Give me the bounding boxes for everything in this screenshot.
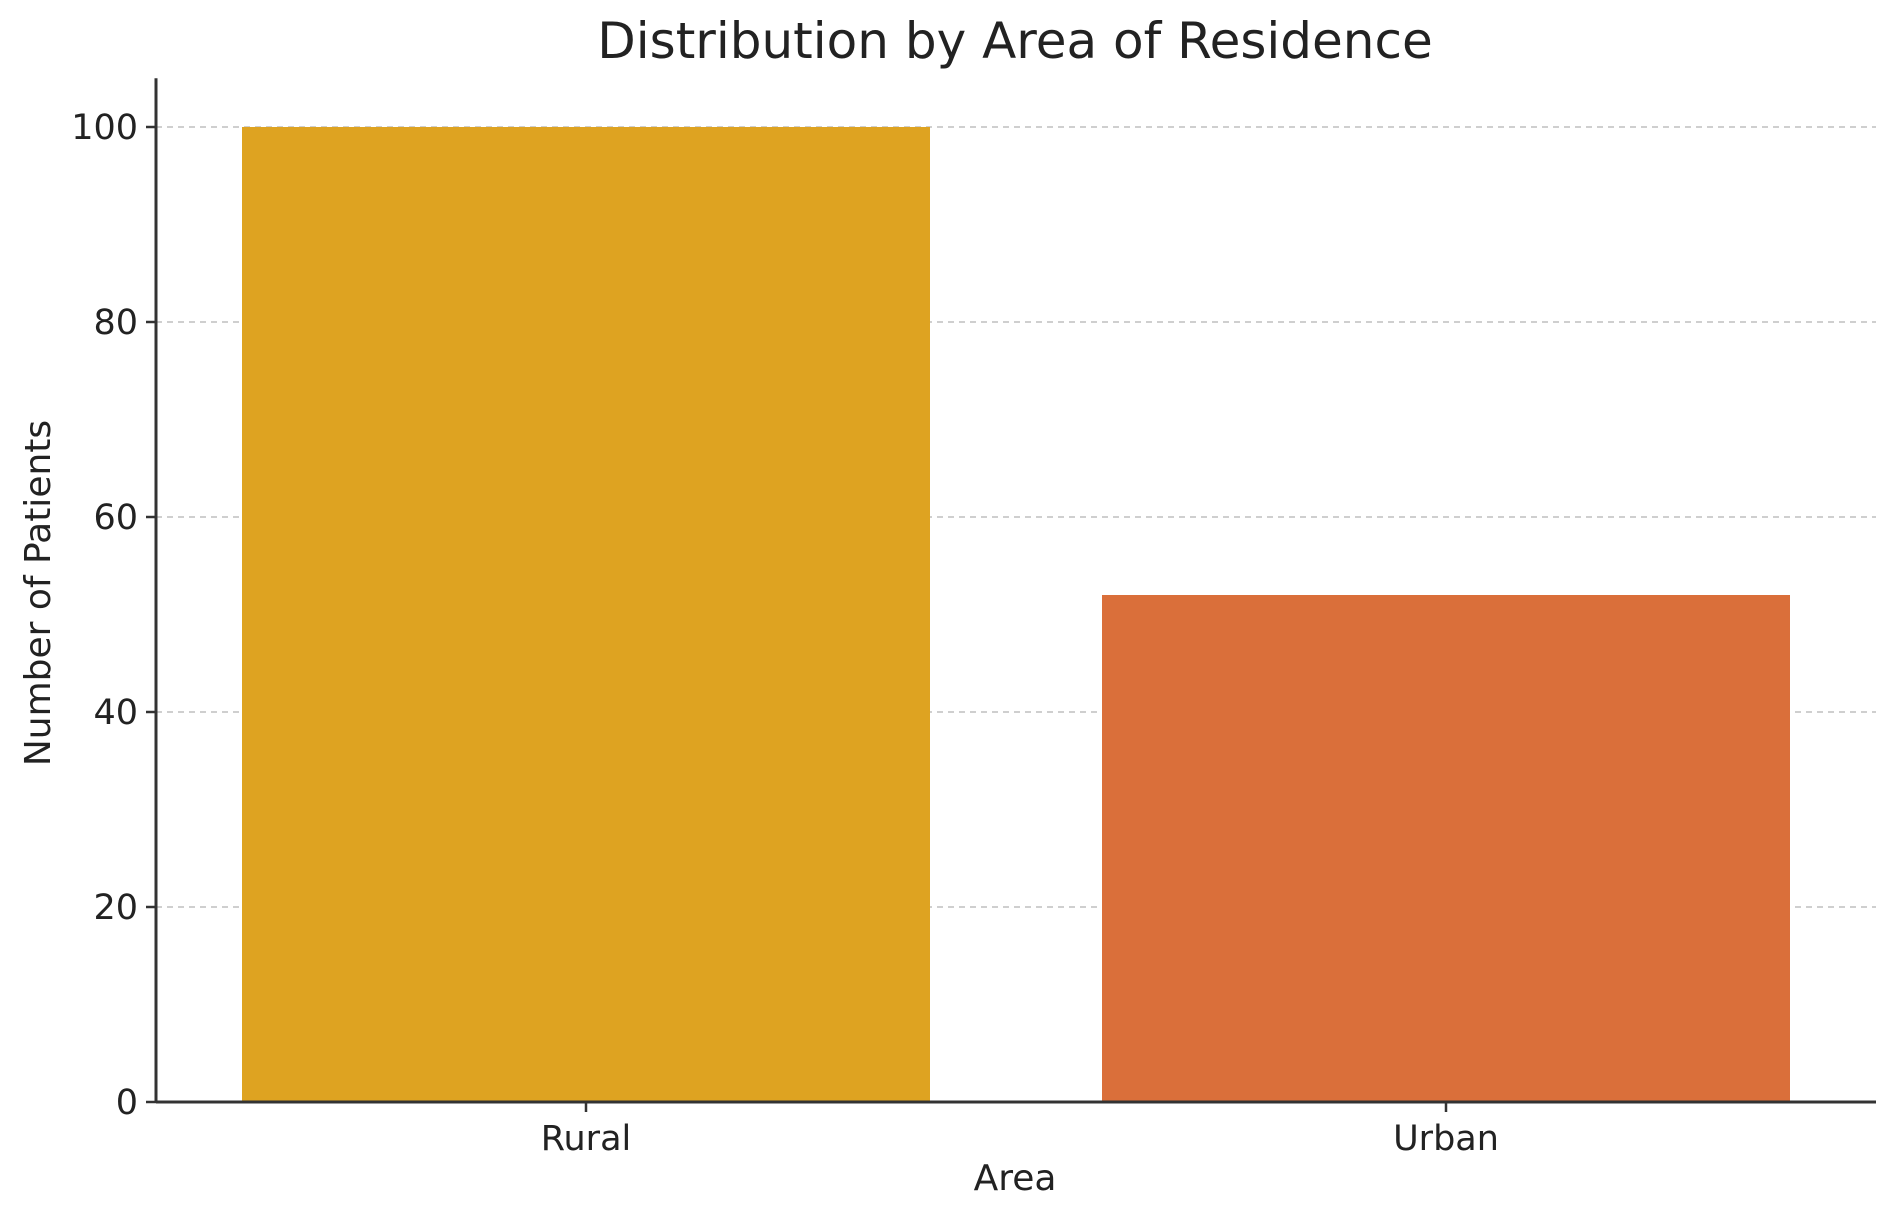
- axes: [154, 78, 1876, 1104]
- bars: [242, 127, 1790, 1102]
- y-tick-label-0: 0: [116, 1083, 138, 1123]
- y-tick-label-100: 100: [71, 108, 138, 148]
- bar-rural: [242, 127, 930, 1102]
- chart-title: Distribution by Area of Residence: [597, 12, 1433, 70]
- y-axis-ticks: 0 20 40 60 80 100: [71, 108, 156, 1123]
- y-tick-label-20: 20: [93, 888, 138, 928]
- y-axis-label: Number of Patients: [18, 420, 59, 766]
- x-axis-ticks: Rural Urban: [541, 1102, 1499, 1159]
- y-tick-label-60: 60: [93, 498, 138, 538]
- bar-urban: [1102, 595, 1790, 1102]
- y-tick-label-80: 80: [93, 303, 138, 343]
- x-tick-label-urban: Urban: [1393, 1119, 1499, 1159]
- x-tick-label-rural: Rural: [541, 1119, 632, 1159]
- x-axis-label: Area: [974, 1158, 1057, 1199]
- y-tick-label-40: 40: [93, 693, 138, 733]
